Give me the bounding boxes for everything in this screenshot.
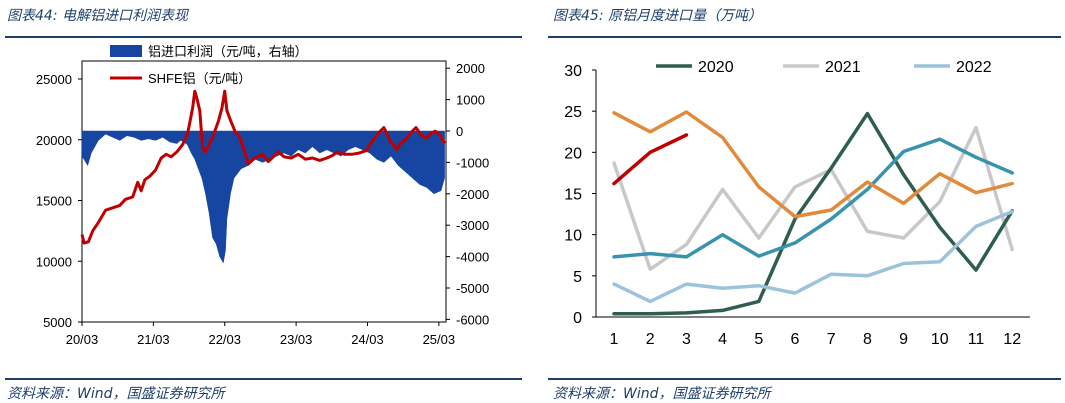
left-source: 资料来源：Wind，国盛证券研究所 (7, 386, 225, 402)
right-chart-x-tick-label: 9 (899, 331, 908, 348)
legend-profit-label: 铝进口利润（元/吨，右轴） (148, 44, 308, 59)
right-chart-x-tick-label: 6 (791, 331, 800, 348)
right-chart-y-tick-label: 20 (564, 145, 582, 162)
left-y-tick-label: 25000 (36, 72, 72, 87)
right-chart-x-tick-label: 2 (646, 331, 655, 348)
right-chart-x-tick-label: 5 (754, 331, 763, 348)
right-chart-y-tick-label: 5 (573, 269, 582, 286)
series-line-extra-3 (612, 137, 1014, 259)
legend-profit-swatch (110, 45, 142, 57)
right-y-tick-label: 2000 (456, 61, 485, 76)
right-chart-x-tick-label: 4 (718, 331, 727, 348)
legend-2022-label: 2022 (956, 59, 992, 76)
left-chart-title: 图表44: 电解铝进口利润表现 (7, 8, 188, 24)
shfe-line (80, 89, 446, 245)
right-y-tick-label: -4000 (456, 250, 489, 265)
right-y-tick-label: -5000 (456, 281, 489, 296)
right-chart-title: 图表45: 原铝月度进口量（万吨） (553, 8, 762, 24)
left-y-tick-label: 10000 (36, 254, 72, 269)
left-x-tick-label: 23/03 (280, 332, 313, 347)
right-chart-y-tick-label: 30 (564, 63, 582, 80)
left-y-tick-label: 15000 (36, 194, 72, 209)
right-chart-y-tick-label: 0 (573, 310, 582, 327)
legend-2021-label: 2021 (825, 59, 861, 76)
right-chart-x-tick-label: 1 (610, 331, 619, 348)
left-y-tick-label: 5000 (43, 315, 72, 330)
profit-area (81, 130, 445, 264)
right-y-tick-label: -6000 (456, 312, 489, 327)
right-chart-y-tick-label: 10 (564, 228, 582, 245)
series-line-extra-5 (612, 133, 689, 186)
right-chart-x-tick-label: 8 (863, 331, 872, 348)
series-line-2022 (612, 209, 1014, 304)
right-source-rule (548, 378, 1061, 380)
right-chart-y-tick-label: 15 (564, 187, 582, 204)
legend-shfe-label: SHFE铝（元/吨） (148, 71, 251, 86)
right-chart-x-tick-label: 7 (827, 331, 836, 348)
right-y-tick-label: -1000 (456, 155, 489, 170)
legend-2020-label: 2020 (698, 59, 734, 76)
left-x-tick-label: 21/03 (137, 332, 170, 347)
left-x-tick-label: 20/03 (66, 332, 99, 347)
right-y-tick-label: 0 (456, 124, 463, 139)
left-x-tick-label: 25/03 (423, 332, 456, 347)
right-y-tick-label: -3000 (456, 218, 489, 233)
series-line-2020 (612, 111, 1014, 316)
right-y-tick-label: -2000 (456, 187, 489, 202)
right-title-rule (548, 36, 1061, 38)
left-x-tick-label: 22/03 (208, 332, 241, 347)
right-chart-y-tick-label: 25 (564, 104, 582, 121)
left-y-tick-label: 20000 (36, 133, 72, 148)
left-x-tick-label: 24/03 (351, 332, 384, 347)
series-line-extra-4 (612, 110, 1014, 219)
right-chart-x-tick-label: 12 (1003, 331, 1021, 348)
right-chart-x-tick-label: 3 (682, 331, 691, 348)
series-line-2021 (612, 125, 1014, 271)
right-y-tick-label: 1000 (456, 93, 485, 108)
right-chart-x-tick-label: 10 (931, 331, 949, 348)
left-source-rule (5, 378, 522, 380)
right-source: 资料来源：Wind，国盛证券研究所 (553, 386, 771, 402)
left-title-rule (5, 36, 522, 38)
left-plot-frame (81, 60, 447, 323)
right-chart-x-tick-label: 11 (968, 331, 985, 348)
